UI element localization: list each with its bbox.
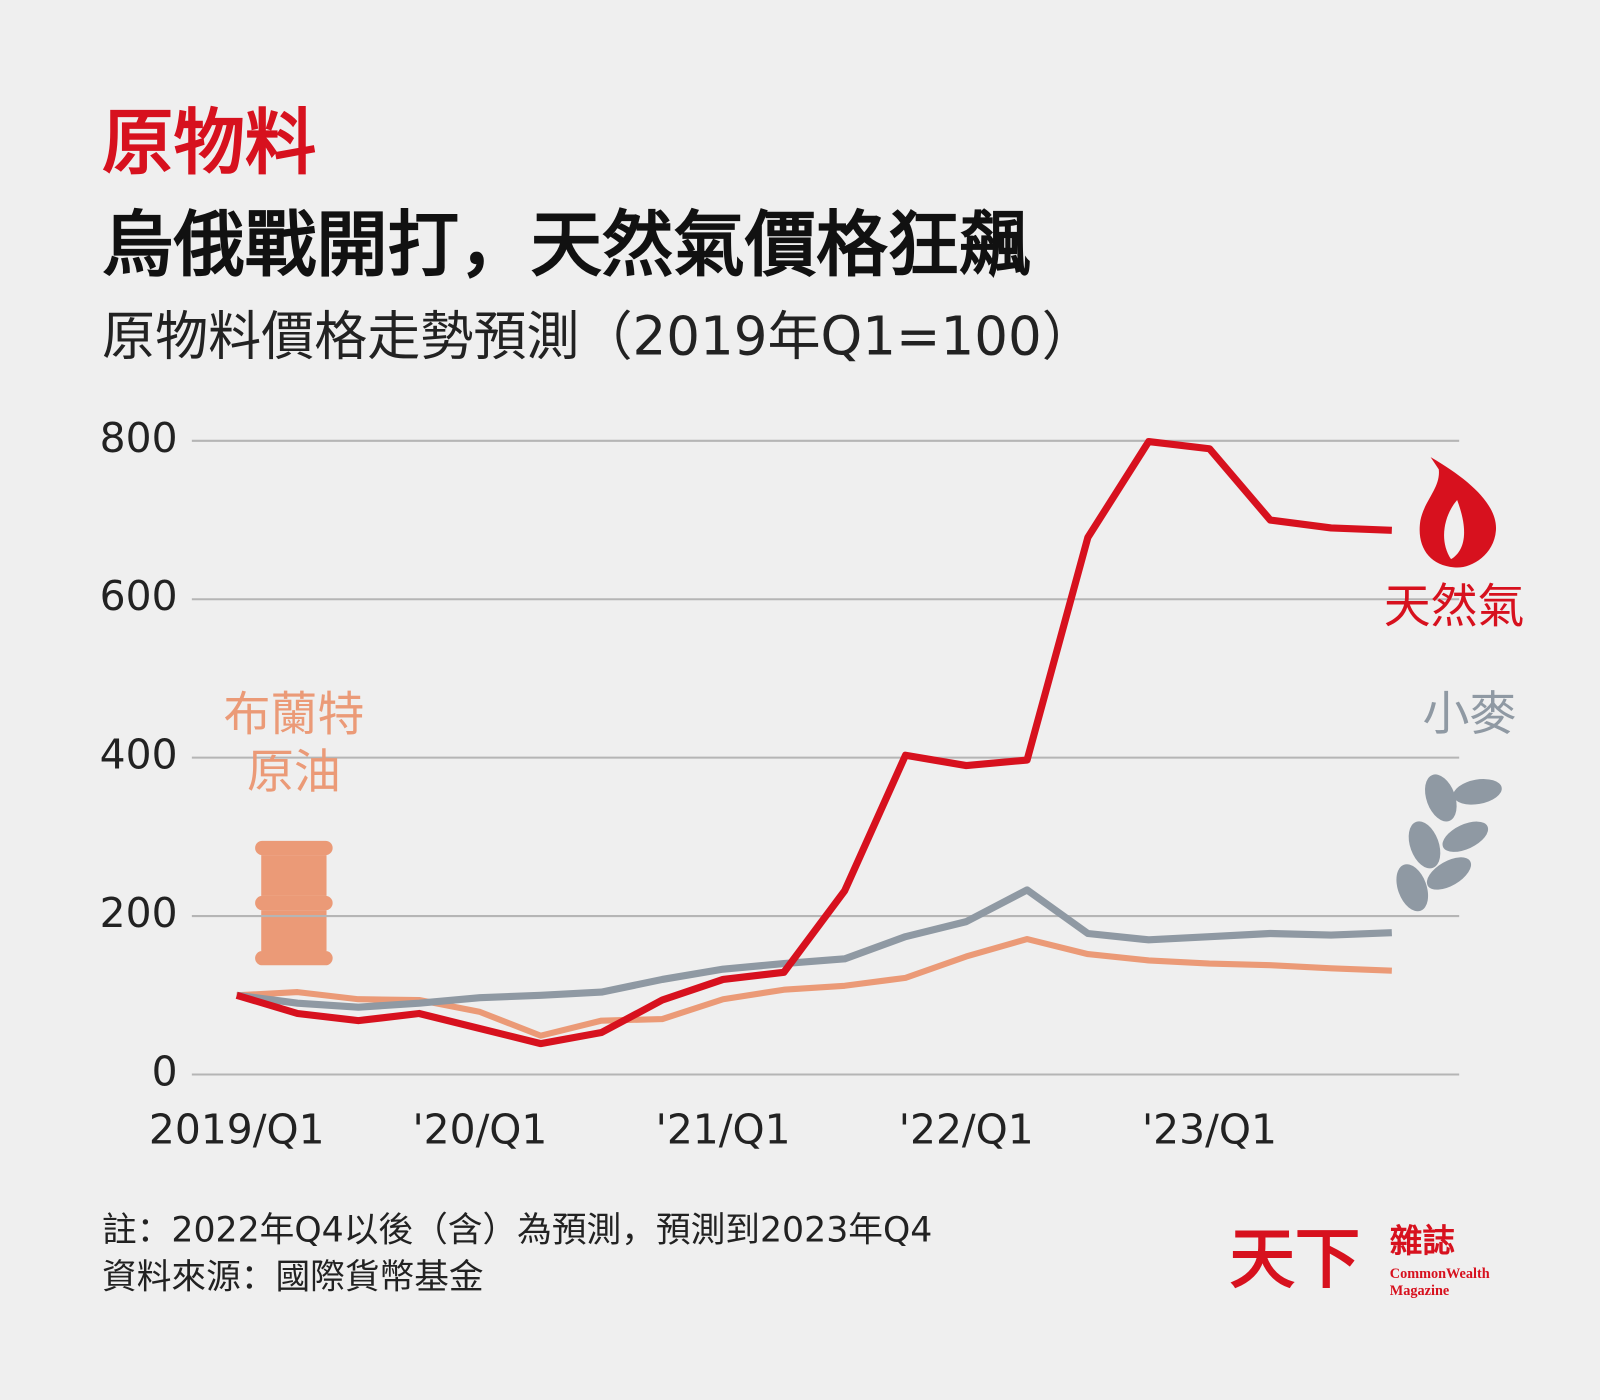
wheat-icon (1396, 774, 1502, 912)
x-tick-label: '23/Q1 (1142, 1106, 1277, 1154)
y-tick-label: 600 (100, 572, 178, 620)
series-label: 小麥 (1422, 687, 1516, 742)
y-tick-label: 800 (100, 414, 178, 462)
series-line (235, 438, 1392, 1048)
x-tick-label: 2019/Q1 (149, 1106, 325, 1154)
y-tick-label: 400 (100, 731, 178, 779)
logo-sub: 雜誌 (1390, 1222, 1456, 1260)
y-tick-label: 0 (152, 1047, 178, 1095)
flame-icon (1419, 457, 1497, 568)
note: 註：2022年Q4以後（含）為預測，預測到2023年Q4 (102, 1211, 932, 1251)
series-label: 布蘭特原油 (223, 686, 365, 799)
x-tick-label: '21/Q1 (656, 1106, 791, 1154)
series-line (236, 886, 1392, 1011)
x-tick-label: '20/Q1 (412, 1106, 547, 1154)
logo-english: CommonWealth (1390, 1266, 1490, 1282)
x-tick-label: '22/Q1 (899, 1106, 1034, 1154)
series-label-box: 布蘭特原油 (223, 686, 365, 799)
chart-subtitle: 原物料價格走勢預測（2019年Q1=100） (102, 305, 1095, 367)
kicker: 原物料 (102, 101, 316, 184)
y-tick-label: 200 (100, 889, 178, 937)
logo-main: 天下 (1230, 1221, 1361, 1297)
logo-english: Magazine (1390, 1283, 1449, 1299)
source: 資料來源：國際貨幣基金 (102, 1258, 484, 1298)
barrel-icon (255, 840, 333, 966)
series-label: 天然氣 (1384, 580, 1525, 635)
chart-title: 烏俄戰開打，天然氣價格狂飆 (102, 204, 1030, 287)
